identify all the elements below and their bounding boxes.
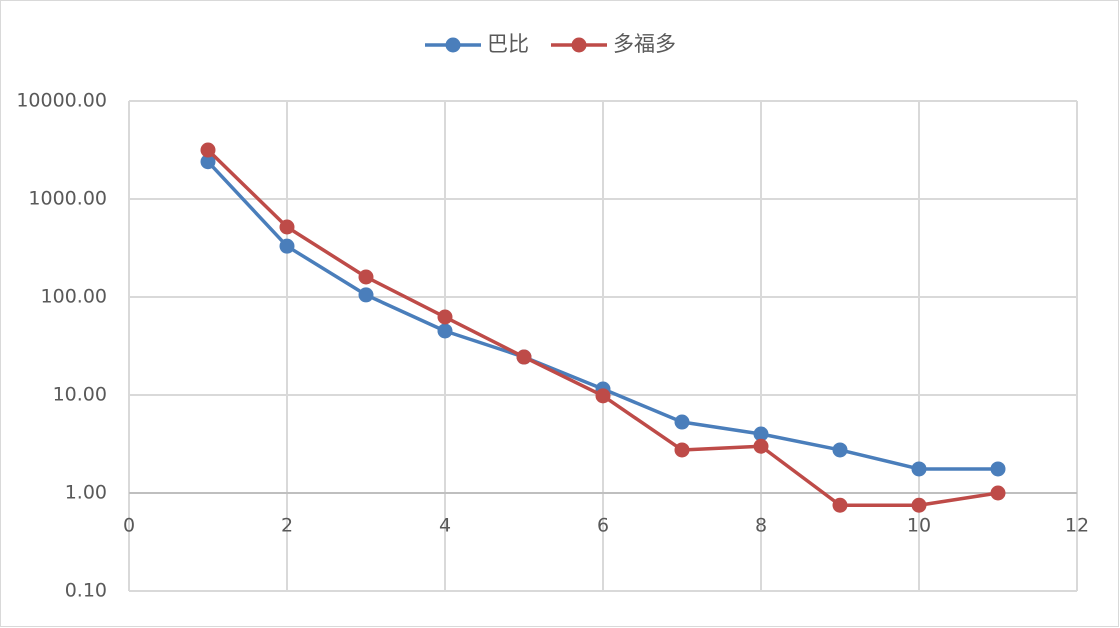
x-tick-label: 12 (1065, 515, 1089, 537)
y-tick-label: 1.00 (65, 482, 107, 504)
data-point (279, 219, 295, 235)
data-point (832, 497, 848, 513)
data-point (674, 414, 690, 430)
data-point (753, 438, 769, 454)
x-tick-label: 10 (907, 515, 931, 537)
y-tick-label: 1000.00 (28, 188, 107, 210)
data-point (832, 442, 848, 458)
x-tick-label: 8 (755, 515, 767, 537)
data-point (753, 426, 769, 442)
data-point (990, 461, 1006, 477)
y-tick-label: 0.10 (65, 580, 107, 602)
data-point (437, 323, 453, 339)
legend-swatch-marker (571, 37, 587, 53)
x-tick-label: 2 (281, 515, 293, 537)
legend: 巴比 多福多 (425, 32, 676, 56)
y-tick-label: 10000.00 (16, 90, 107, 112)
data-point (358, 269, 374, 285)
data-point (200, 154, 216, 170)
x-tick-label: 0 (123, 515, 135, 537)
data-point (358, 287, 374, 303)
data-point (911, 497, 927, 513)
y-tick-label: 100.00 (41, 286, 107, 308)
x-tick-label: 4 (439, 515, 451, 537)
legend-label: 多福多 (613, 32, 676, 56)
data-point (595, 388, 611, 404)
data-point (674, 442, 690, 458)
data-point (990, 485, 1006, 501)
legend-label: 巴比 (487, 32, 529, 56)
data-point (911, 461, 927, 477)
legend-swatch-marker (445, 37, 461, 53)
data-point (437, 309, 453, 325)
data-point (279, 238, 295, 254)
x-tick-label: 6 (597, 515, 609, 537)
data-point (516, 349, 532, 365)
y-tick-label: 10.00 (53, 384, 107, 406)
data-point (200, 142, 216, 158)
